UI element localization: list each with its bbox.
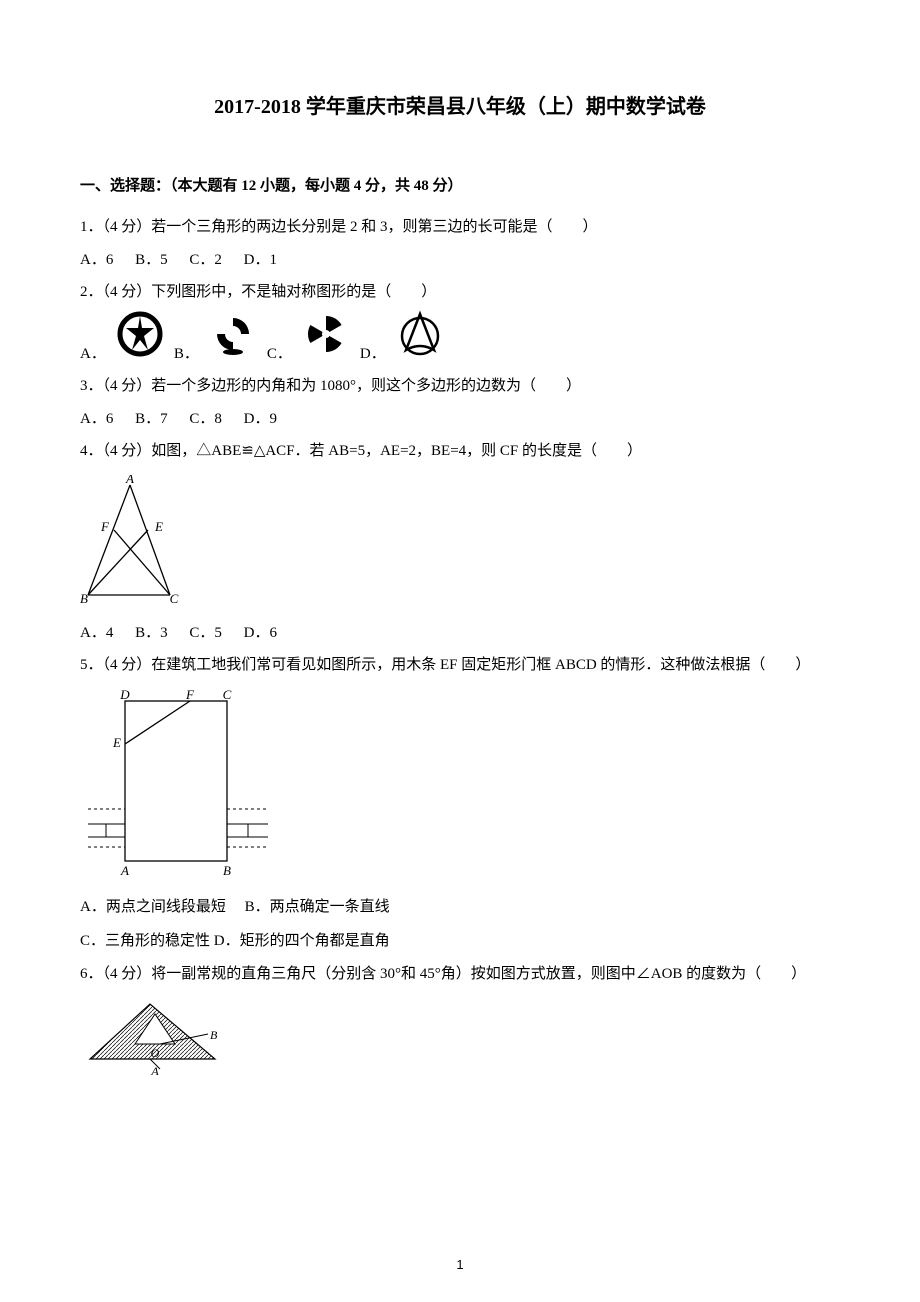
q4-label-C: C bbox=[170, 591, 179, 605]
q4-optC: C．5 bbox=[189, 625, 222, 641]
q3-optD: D．9 bbox=[244, 411, 277, 427]
q4-label-E: E bbox=[154, 519, 163, 534]
q6-text: 6．（4 分）将一副常规的直角三角尺（分别含 30°和 45°角）按如图方式放置… bbox=[80, 959, 840, 991]
q4-optD: D．6 bbox=[244, 625, 277, 641]
q5-label-B: B bbox=[223, 863, 231, 878]
q5-label-D: D bbox=[119, 689, 130, 702]
q6-label-B: B bbox=[210, 1028, 218, 1042]
q2-labelB: B． bbox=[174, 339, 199, 371]
q5-optA: A．两点之间线段最短 bbox=[80, 899, 226, 915]
q4-text: 4．（4 分）如图，△ABE≌△ACF．若 AB=5，AE=2，BE=4，则 C… bbox=[80, 436, 840, 468]
q1-optA: A．6 bbox=[80, 252, 113, 268]
q2-options: A． B． C． D． bbox=[80, 310, 840, 371]
q5-optC: C．三角形的稳定性 bbox=[80, 933, 210, 949]
q5-label-A: A bbox=[120, 863, 129, 878]
q1-optC: C．2 bbox=[189, 252, 222, 268]
q5-label-E: E bbox=[112, 735, 121, 750]
page-number: 1 bbox=[456, 1257, 463, 1272]
q1-text: 1．（4 分）若一个三角形的两边长分别是 2 和 3，则第三边的长可能是（ ） bbox=[80, 212, 840, 244]
q4-optB: B．3 bbox=[135, 625, 168, 641]
q1-optB: B．5 bbox=[135, 252, 168, 268]
q4-figure: A F E B C bbox=[80, 475, 840, 610]
q2-text: 2．（4 分）下列图形中，不是轴对称图形的是（ ） bbox=[80, 277, 840, 309]
q5-label-F: F bbox=[185, 689, 195, 702]
q1-options: A．6 B．5 C．2 D．1 bbox=[80, 245, 840, 277]
section-header: 一、选择题：（本大题有 12 小题，每小题 4 分，共 48 分） bbox=[80, 174, 840, 200]
q5-options-line1: A．两点之间线段最短 B．两点确定一条直线 bbox=[80, 892, 840, 924]
q3-options: A．6 B．7 C．8 D．9 bbox=[80, 404, 840, 436]
q5-label-C: C bbox=[223, 689, 232, 702]
q2-labelD: D． bbox=[360, 339, 386, 371]
q1-optD: D．1 bbox=[244, 252, 277, 268]
q5-optD: D．矩形的四个角都是直角 bbox=[214, 933, 390, 949]
q6-label-O: O bbox=[151, 1046, 160, 1060]
q5-options-line2: C．三角形的稳定性 D．矩形的四个角都是直角 bbox=[80, 926, 840, 958]
q6-label-A: A bbox=[150, 1064, 159, 1078]
q3-optA: A．6 bbox=[80, 411, 113, 427]
q2-labelA: A． bbox=[80, 339, 106, 371]
q3-optC: C．8 bbox=[189, 411, 222, 427]
q5-optB: B．两点确定一条直线 bbox=[245, 899, 390, 915]
q5-figure: D F C E A B bbox=[80, 689, 840, 884]
q6-figure: O B A bbox=[80, 999, 840, 1084]
q4-optA: A．4 bbox=[80, 625, 113, 641]
q2-iconB bbox=[209, 310, 257, 371]
q4-label-A: A bbox=[125, 475, 134, 486]
q4-options: A．4 B．3 C．5 D．6 bbox=[80, 618, 840, 650]
q2-iconD bbox=[396, 310, 444, 371]
q4-label-F: F bbox=[100, 519, 110, 534]
q2-iconA bbox=[116, 310, 164, 371]
q2-labelC: C． bbox=[267, 339, 292, 371]
q4-label-B: B bbox=[80, 591, 88, 605]
q3-text: 3．（4 分）若一个多边形的内角和为 1080°，则这个多边形的边数为（ ） bbox=[80, 371, 840, 403]
q5-text: 5．（4 分）在建筑工地我们常可看见如图所示，用木条 EF 固定矩形门框 ABC… bbox=[80, 650, 840, 682]
page-title: 2017-2018 学年重庆市荣昌县八年级（上）期中数学试卷 bbox=[80, 90, 840, 119]
q3-optB: B．7 bbox=[135, 411, 168, 427]
q2-iconC bbox=[302, 310, 350, 371]
